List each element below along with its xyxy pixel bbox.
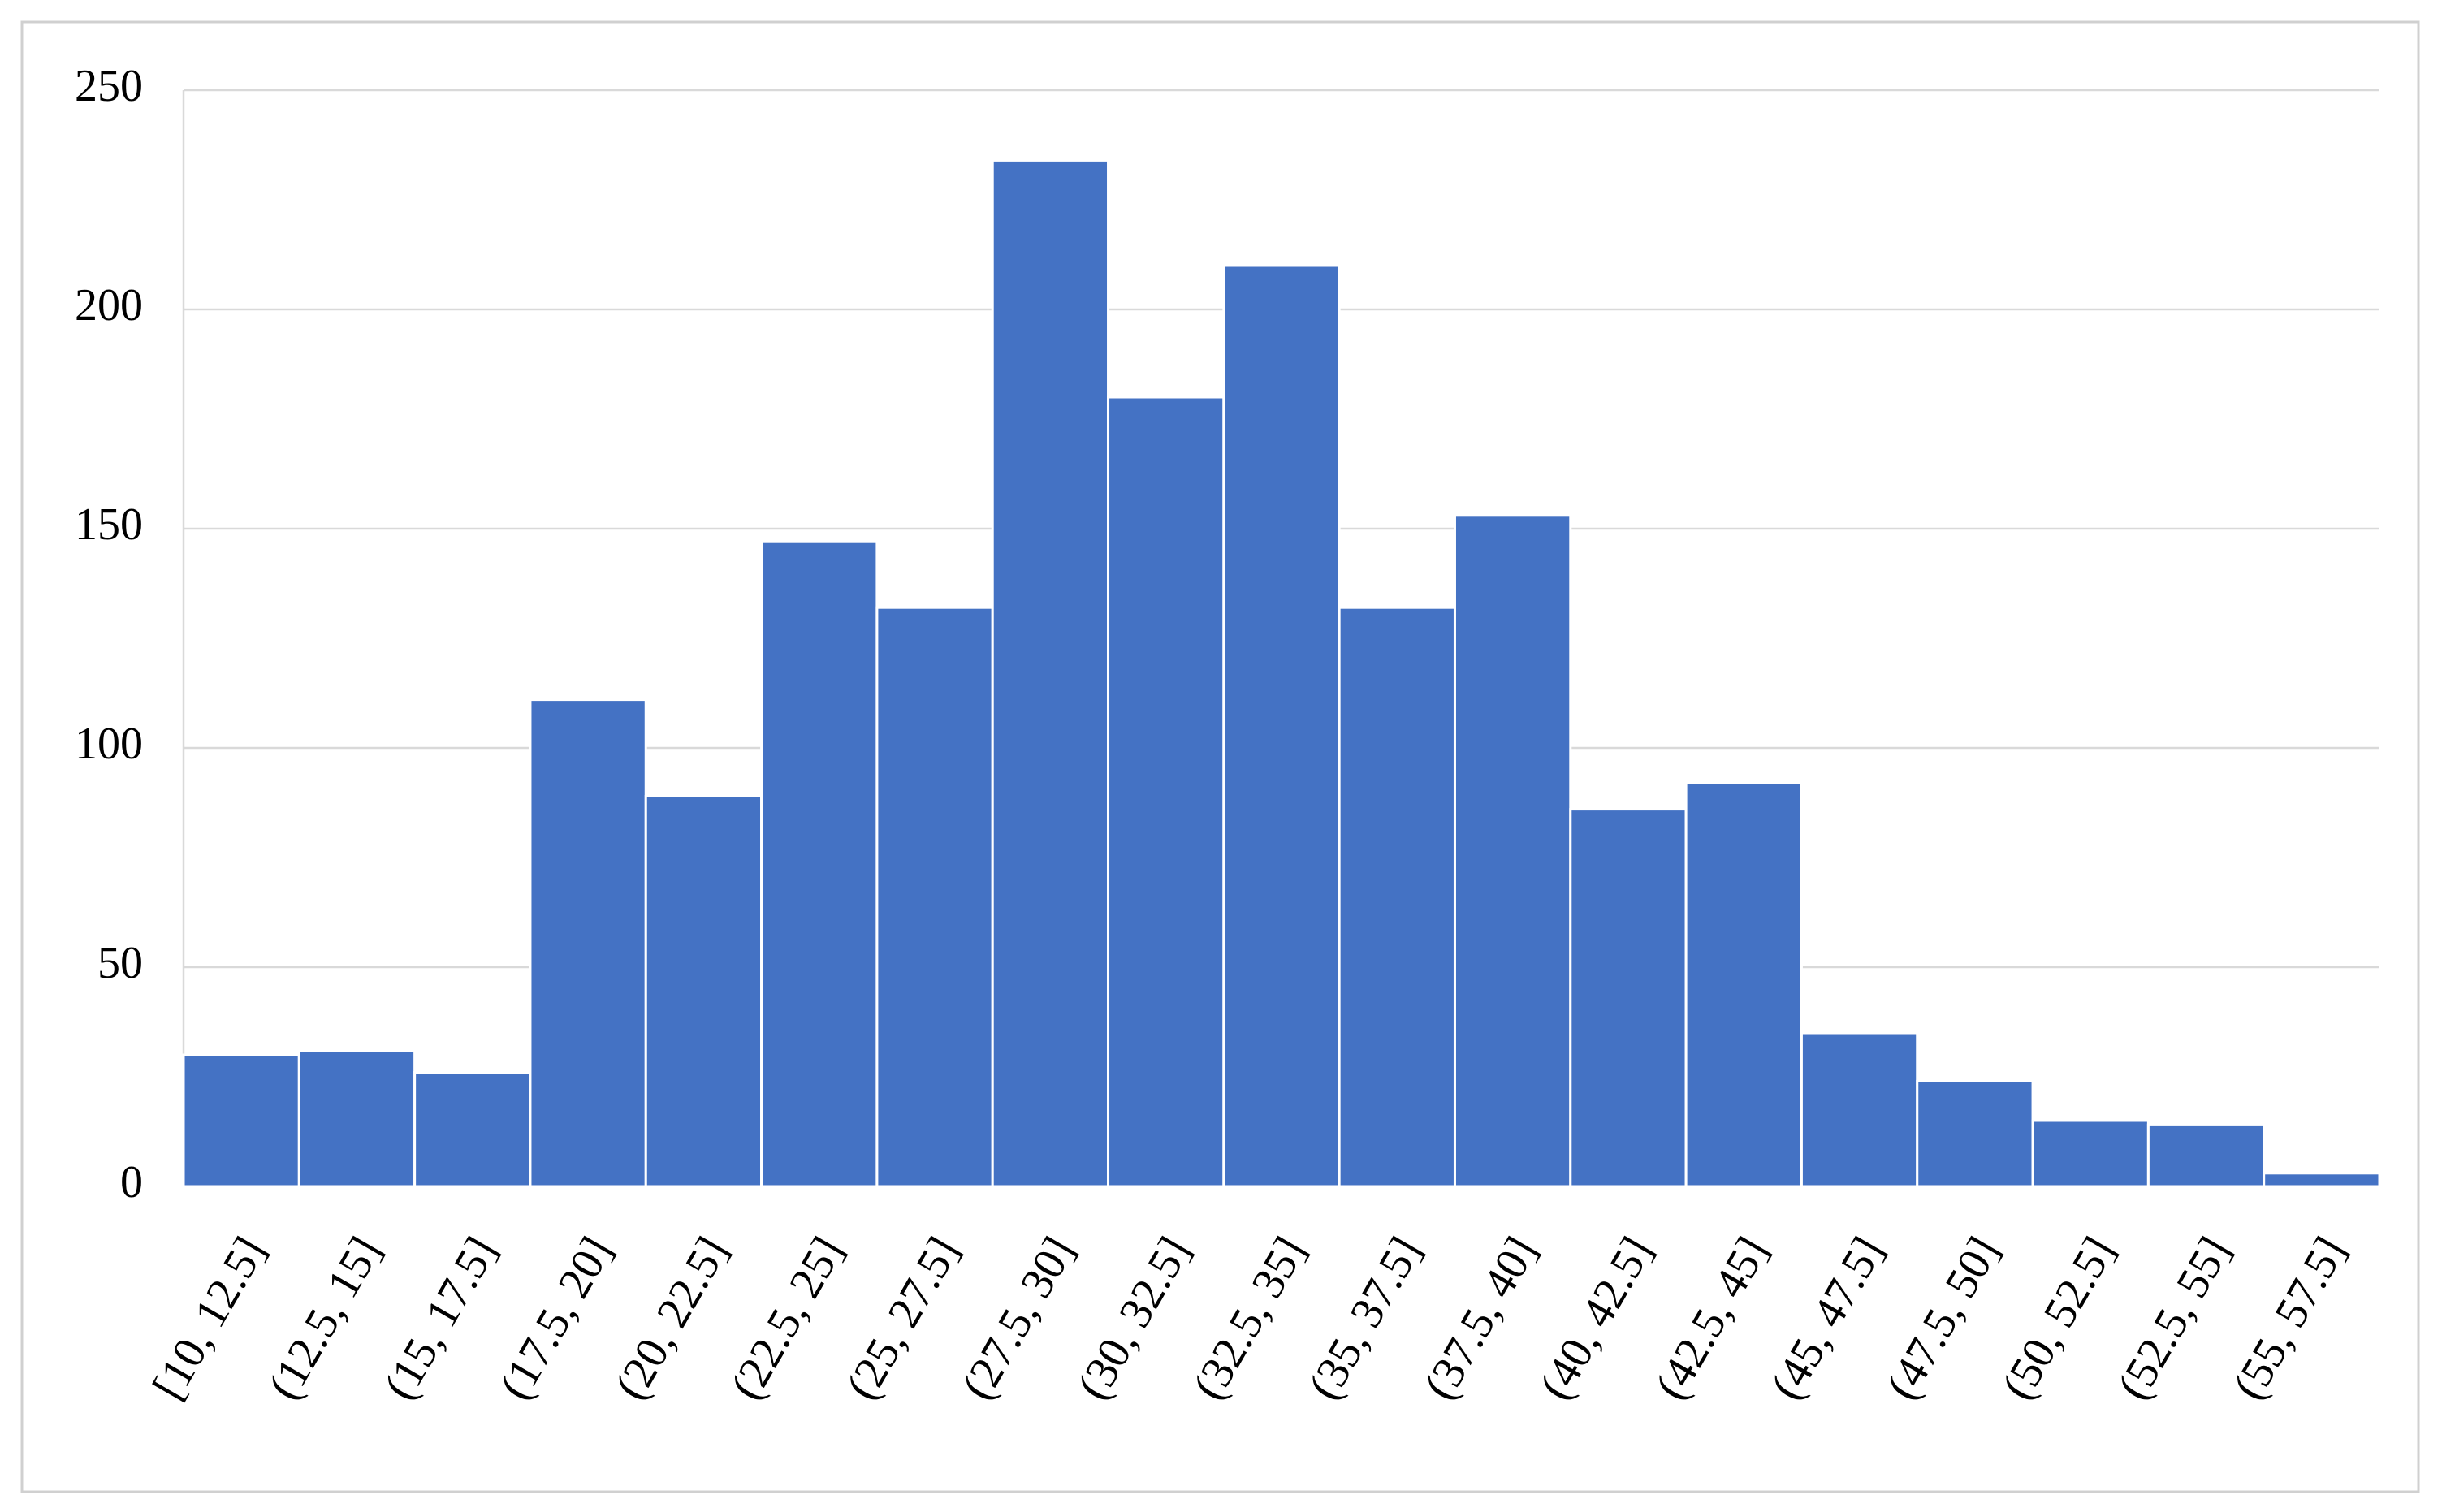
bar <box>2146 1123 2266 1188</box>
y-tick-label: 0 <box>120 1157 143 1207</box>
bar <box>182 1053 300 1188</box>
y-tick-label: 250 <box>75 61 143 111</box>
bar <box>413 1071 532 1188</box>
bar <box>2263 1172 2381 1188</box>
bar <box>1800 1031 1919 1188</box>
bar <box>529 698 647 1188</box>
bar <box>644 794 763 1188</box>
bar <box>760 540 879 1188</box>
y-tick-label: 150 <box>75 499 143 550</box>
bar <box>1338 606 1456 1188</box>
bar <box>1684 781 1803 1188</box>
bar <box>1569 808 1688 1188</box>
bar <box>1107 395 1225 1188</box>
bar <box>297 1049 417 1188</box>
bar <box>875 606 994 1188</box>
bar <box>991 158 1110 1188</box>
bar <box>2031 1119 2150 1188</box>
bar <box>1222 264 1341 1188</box>
bar <box>1453 514 1572 1188</box>
y-tick-label: 50 <box>97 938 143 988</box>
y-tick-label: 200 <box>75 280 143 330</box>
y-tick-label: 100 <box>75 719 143 769</box>
bar <box>1916 1079 2034 1188</box>
